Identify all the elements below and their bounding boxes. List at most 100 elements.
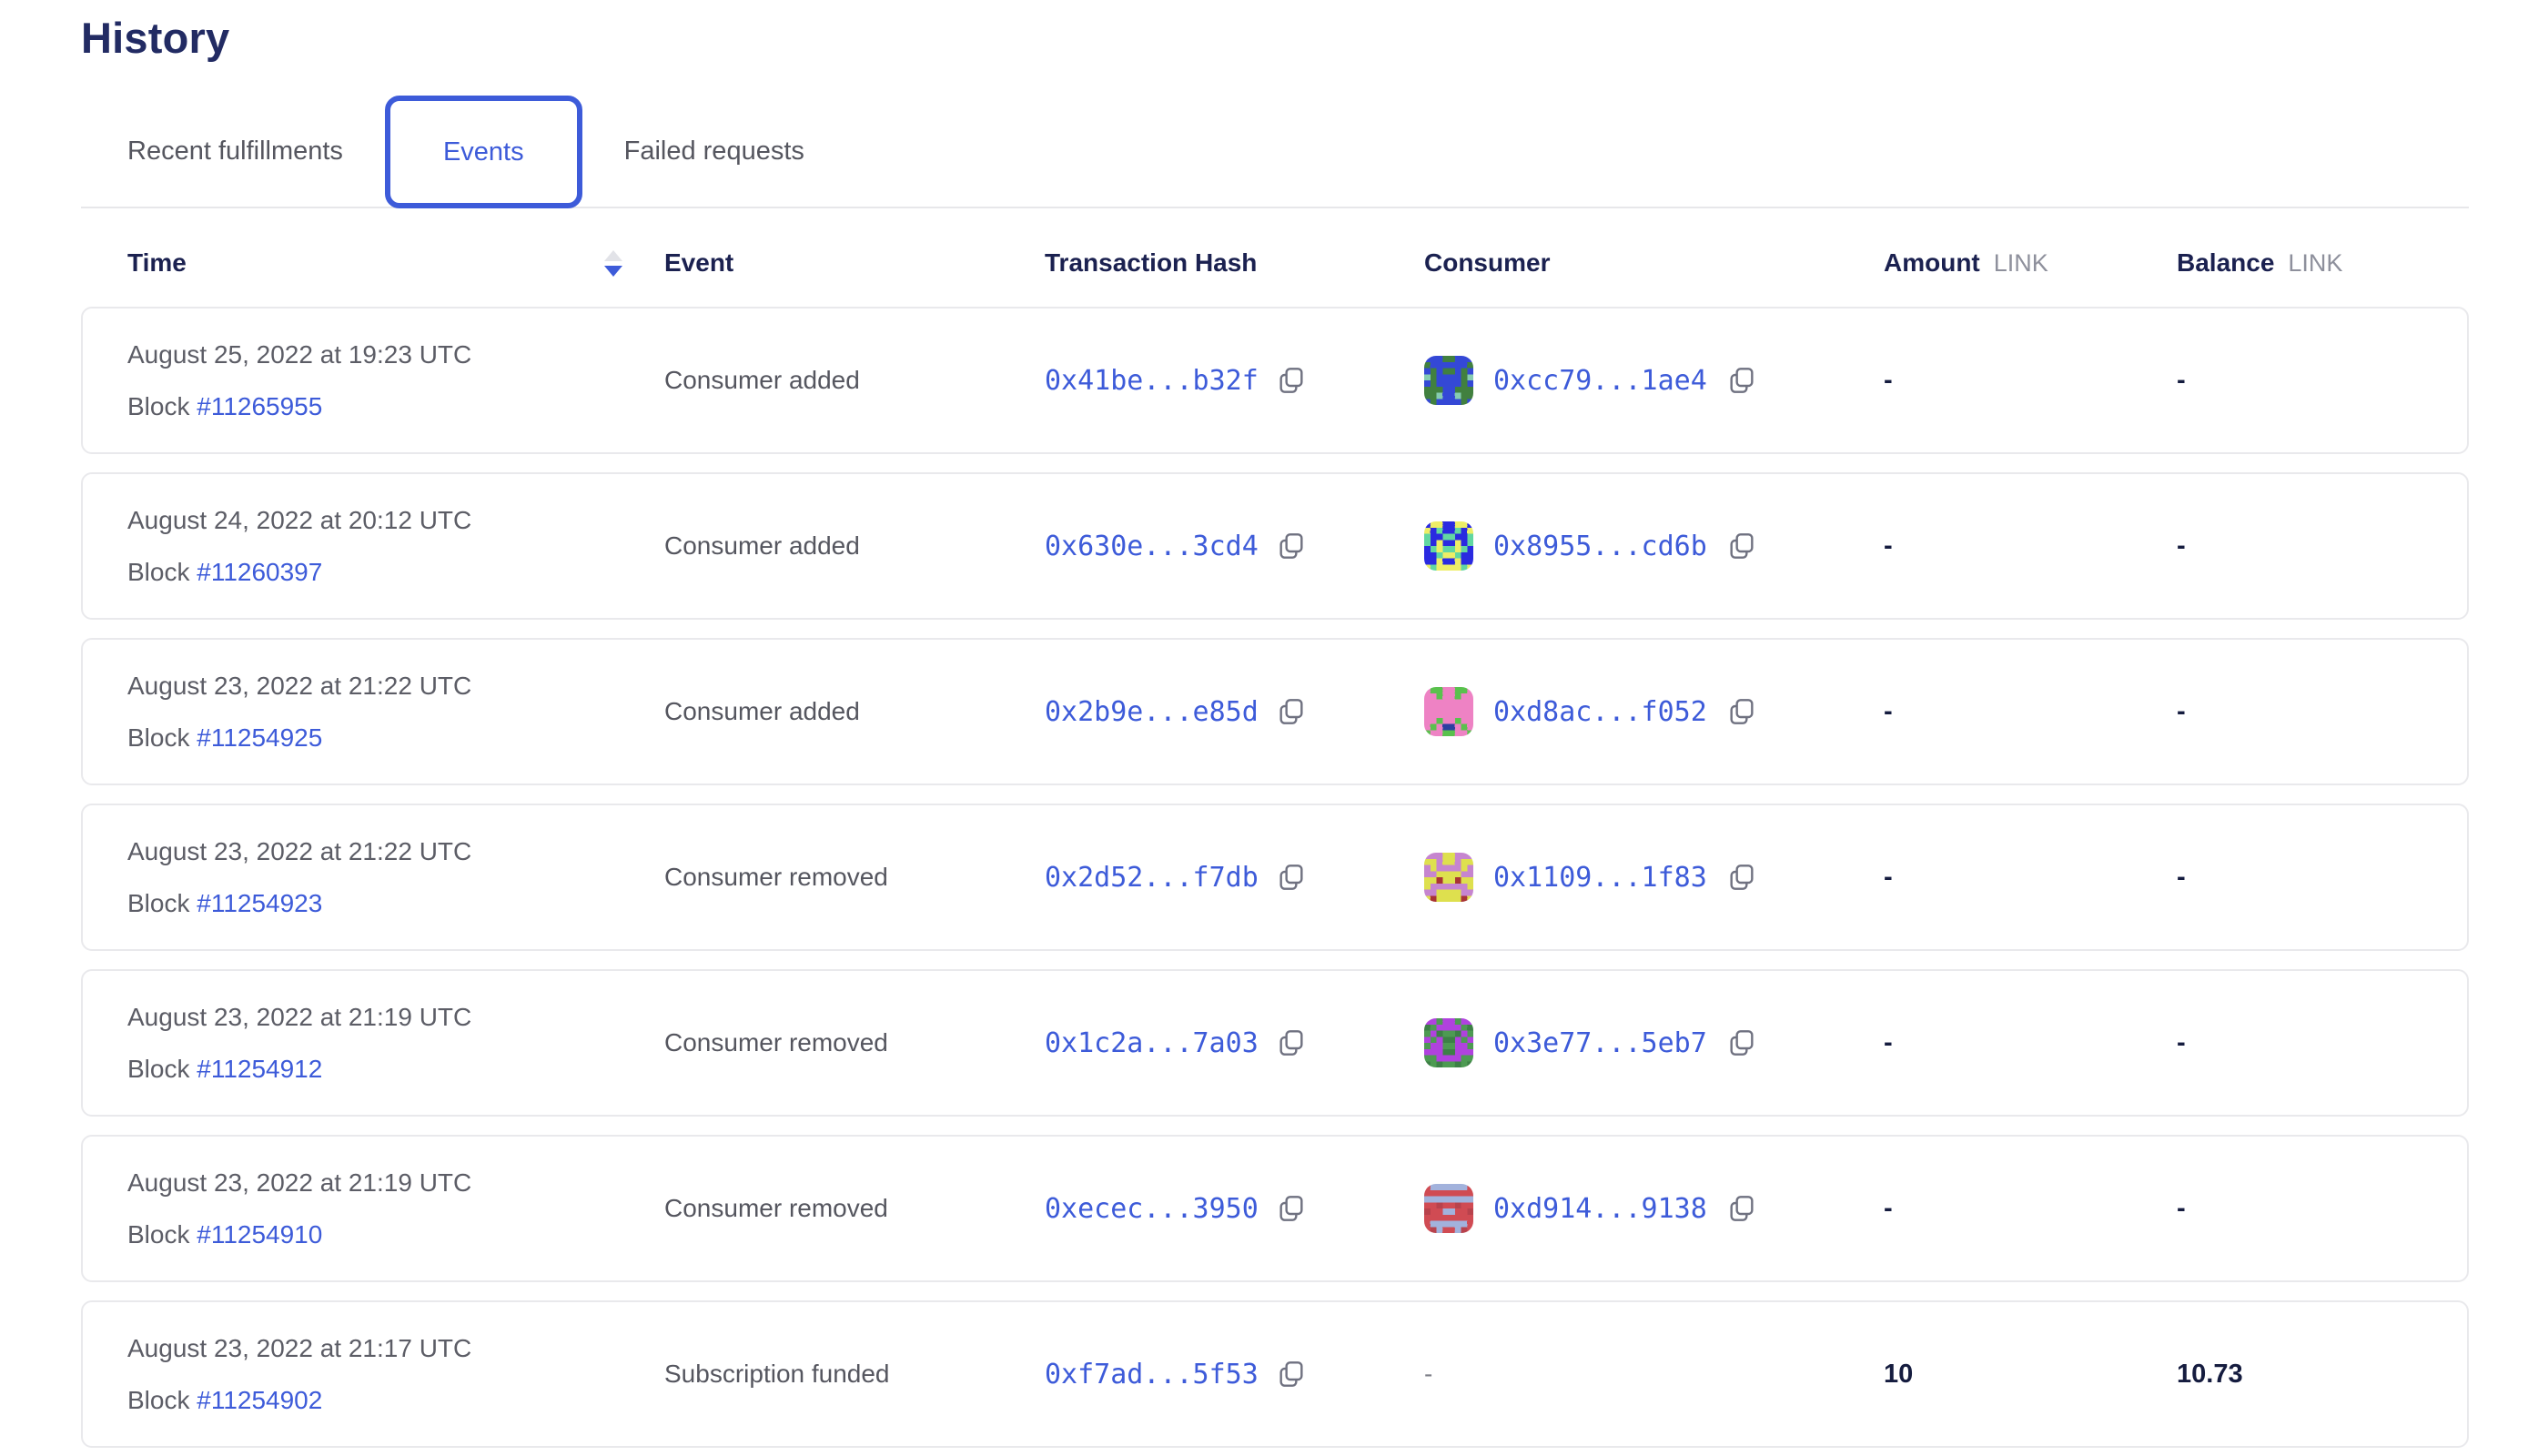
consumer-group: 0xcc79...1ae4: [1424, 356, 1756, 405]
amount-cell: -: [1884, 862, 1893, 892]
block-number-link[interactable]: #11254910: [197, 1219, 323, 1249]
consumer-group: 0x1109...1f83: [1424, 853, 1756, 902]
consumer-cell: 0xd8ac...f052 0xd8ac...f052: [1424, 687, 1884, 736]
transaction-hash-cell: 0x2d52...f7db: [1045, 862, 1424, 894]
balance-cell: -: [2177, 1193, 2186, 1223]
copy-icon: [1730, 533, 1754, 559]
column-header-transaction-hash: Transaction Hash: [1045, 248, 1424, 278]
copy-transaction-hash-button[interactable]: [1277, 863, 1306, 892]
consumer-address-link[interactable]: 0x8955...cd6b: [1493, 530, 1707, 562]
table-row: August 23, 2022 at 21:19 UTC Block #1125…: [81, 969, 2469, 1117]
consumer-address-link[interactable]: 0x1109...1f83: [1493, 861, 1707, 894]
block-number-link[interactable]: #11260397: [197, 557, 323, 586]
amount-cell: -: [1884, 696, 1893, 726]
consumer-avatar: [1424, 521, 1473, 571]
event-type-cell: Consumer added: [664, 531, 860, 560]
time-cell: August 23, 2022 at 21:19 UTC Block #1125…: [127, 1168, 664, 1249]
copy-icon: [1279, 533, 1303, 559]
transaction-hash-link[interactable]: 0x630e...3cd4: [1045, 530, 1259, 562]
event-timestamp: August 23, 2022 at 21:17 UTC: [127, 1333, 472, 1362]
block-number-link[interactable]: #11254902: [197, 1385, 323, 1414]
sort-arrows-icon[interactable]: [604, 249, 622, 277]
tab-events[interactable]: Events: [384, 96, 582, 208]
sort-descending-icon: [604, 265, 622, 277]
consumer-cell: 0x3e77...5eb7 0x3e77...5eb7: [1424, 1018, 1884, 1067]
event-timestamp: August 23, 2022 at 21:19 UTC: [127, 1168, 472, 1197]
consumer-avatar: [1424, 1018, 1473, 1067]
copy-transaction-hash-button[interactable]: [1277, 1360, 1306, 1389]
balance-cell: -: [2177, 862, 2186, 892]
consumer-address-link[interactable]: 0xd914...9138: [1493, 1192, 1707, 1225]
consumer-address-link[interactable]: 0x3e77...5eb7: [1493, 1026, 1707, 1059]
balance-cell: 10.73: [2177, 1359, 2243, 1389]
block-line: Block #11254923: [127, 889, 664, 918]
block-number-link[interactable]: #11254925: [197, 723, 323, 752]
transaction-hash-link[interactable]: 0x2d52...f7db: [1045, 861, 1259, 894]
copy-transaction-hash-button[interactable]: [1277, 1028, 1306, 1057]
copy-icon: [1279, 864, 1303, 890]
events-table-body: August 25, 2022 at 19:23 UTC Block #1126…: [81, 307, 2528, 1448]
copy-icon: [1730, 864, 1754, 890]
copy-transaction-hash-button[interactable]: [1277, 531, 1306, 561]
block-number-link[interactable]: #11254923: [197, 888, 323, 917]
amount-cell: 10: [1884, 1359, 1914, 1389]
block-line: Block #11260397: [127, 558, 664, 587]
consumer-group: 0x3e77...5eb7: [1424, 1018, 1756, 1067]
transaction-hash-cell: 0x630e...3cd4: [1045, 531, 1424, 562]
amount-cell: -: [1884, 1193, 1893, 1223]
amount-unit-label: LINK: [1993, 248, 2048, 277]
consumer-cell: 0x8955...cd6b 0x8955...cd6b: [1424, 521, 1884, 571]
balance-cell: -: [2177, 1027, 2186, 1057]
consumer-cell: 0x1109...1f83 0x1109...1f83: [1424, 853, 1884, 902]
event-timestamp: August 23, 2022 at 21:22 UTC: [127, 836, 472, 865]
copy-icon: [1730, 1030, 1754, 1056]
consumer-address-link[interactable]: 0xd8ac...f052: [1493, 695, 1707, 728]
copy-consumer-address-button[interactable]: [1727, 1028, 1756, 1057]
balance-cell: -: [2177, 696, 2186, 726]
block-number-link[interactable]: #11254912: [197, 1054, 323, 1083]
copy-consumer-address-button[interactable]: [1727, 863, 1756, 892]
copy-consumer-address-button[interactable]: [1727, 697, 1756, 726]
copy-icon: [1279, 368, 1303, 393]
copy-icon: [1279, 1361, 1303, 1387]
consumer-header-label: Consumer: [1424, 248, 1551, 277]
consumer-avatar: [1424, 356, 1473, 405]
tab-recent-fulfillments[interactable]: Recent fulfillments: [127, 136, 343, 166]
transaction-hash-cell: 0x2b9e...e85d: [1045, 696, 1424, 728]
consumer-address-link[interactable]: 0xcc79...1ae4: [1493, 364, 1707, 397]
table-row: August 23, 2022 at 21:22 UTC Block #1125…: [81, 638, 2469, 785]
transaction-hash-cell: 0x1c2a...7a03: [1045, 1027, 1424, 1059]
time-cell: August 23, 2022 at 21:17 UTC Block #1125…: [127, 1334, 664, 1415]
copy-transaction-hash-button[interactable]: [1277, 1194, 1306, 1223]
copy-transaction-hash-button[interactable]: [1277, 366, 1306, 395]
page-title: History: [81, 14, 230, 62]
block-label: Block: [127, 557, 190, 586]
copy-consumer-address-button[interactable]: [1727, 1194, 1756, 1223]
copy-consumer-address-button[interactable]: [1727, 531, 1756, 561]
column-header-amount: Amount LINK: [1884, 248, 2177, 278]
tab-failed-requests[interactable]: Failed requests: [623, 136, 804, 166]
transaction-hash-cell: 0xf7ad...5f53: [1045, 1359, 1424, 1390]
consumer-group: 0xd8ac...f052: [1424, 687, 1756, 736]
transaction-hash-link[interactable]: 0xecec...3950: [1045, 1192, 1259, 1225]
transaction-hash-link[interactable]: 0xf7ad...5f53: [1045, 1358, 1259, 1390]
transaction-hash-cell: 0x41be...b32f: [1045, 365, 1424, 397]
time-cell: August 24, 2022 at 20:12 UTC Block #1126…: [127, 506, 664, 587]
copy-icon: [1279, 1030, 1303, 1056]
copy-icon: [1730, 1196, 1754, 1221]
copy-icon: [1279, 1196, 1303, 1221]
event-timestamp: August 25, 2022 at 19:23 UTC: [127, 339, 472, 369]
transaction-hash-link[interactable]: 0x2b9e...e85d: [1045, 695, 1259, 728]
events-table-header: Time Event Transaction Hash Consumer Amo…: [81, 248, 2469, 278]
block-number-link[interactable]: #11265955: [197, 391, 323, 420]
consumer-avatar: [1424, 1184, 1473, 1233]
copy-transaction-hash-button[interactable]: [1277, 697, 1306, 726]
amount-cell: -: [1884, 365, 1893, 395]
transaction-hash-link[interactable]: 0x1c2a...7a03: [1045, 1026, 1259, 1059]
block-label: Block: [127, 1385, 190, 1414]
transaction-hash-link[interactable]: 0x41be...b32f: [1045, 364, 1259, 397]
event-type-cell: Consumer removed: [664, 1028, 888, 1057]
sort-ascending-icon: [604, 249, 622, 261]
copy-consumer-address-button[interactable]: [1727, 366, 1756, 395]
